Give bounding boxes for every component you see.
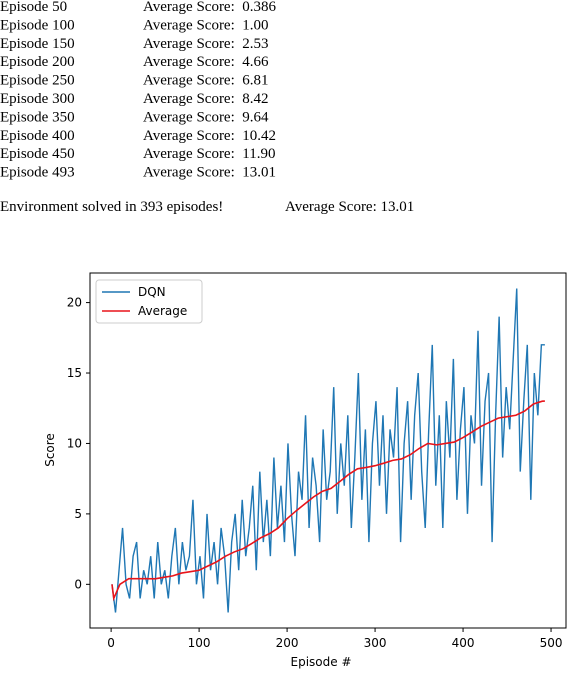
- log-episode: Episode 300: [0, 91, 75, 107]
- legend-label: DQN: [138, 285, 166, 299]
- x-tick-label: 500: [540, 636, 563, 650]
- y-tick-label: 10: [67, 436, 82, 450]
- log-score: Average Score: 11.90: [143, 146, 275, 162]
- log-episode: Episode 200: [0, 54, 75, 70]
- log-score: Average Score: 10.42: [143, 128, 276, 144]
- log-score: Average Score: 2.53: [143, 36, 269, 52]
- log-score: Average Score: 4.66: [143, 54, 269, 70]
- x-tick-label: 0: [107, 636, 115, 650]
- log-score: Average Score: 13.01: [143, 165, 276, 181]
- series-line: [111, 400, 545, 602]
- x-tick-label: 200: [276, 636, 299, 650]
- legend-box: [95, 279, 203, 324]
- log-score: Average Score: 8.42: [143, 91, 269, 107]
- log-score: Average Score: 6.81: [143, 73, 269, 89]
- x-tick-label: 300: [364, 636, 387, 650]
- x-tick-label: 100: [188, 636, 211, 650]
- y-tick-label: 5: [74, 507, 82, 521]
- log-episode: Episode 350: [0, 109, 75, 125]
- log-episode: Episode 100: [0, 17, 75, 33]
- log-score: Average Score: 0.386: [143, 0, 277, 15]
- legend-label: Average: [138, 304, 187, 318]
- log-score: Average Score: 9.64: [143, 109, 269, 125]
- log-episode: Episode 400: [0, 128, 75, 144]
- x-axis-label: Episode #: [291, 655, 352, 669]
- y-tick-label: 20: [67, 296, 82, 310]
- solved-score: Average Score: 13.01: [285, 199, 414, 215]
- plot-frame: [89, 272, 567, 629]
- log-episode: Episode 150: [0, 36, 75, 52]
- log-episode: Episode 493: [0, 165, 75, 181]
- solved-text: Environment solved in 393 episodes!: [0, 199, 223, 215]
- log-episode: Episode 450: [0, 146, 75, 162]
- y-tick-label: 15: [67, 366, 82, 380]
- log-episode: Episode 50: [0, 0, 67, 15]
- y-axis-label: Score: [43, 433, 57, 467]
- log-episode: Episode 250: [0, 73, 75, 89]
- series-line: [111, 288, 545, 613]
- y-tick-label: 0: [74, 577, 82, 591]
- log-score: Average Score: 1.00: [143, 17, 269, 33]
- x-tick-label: 400: [452, 636, 475, 650]
